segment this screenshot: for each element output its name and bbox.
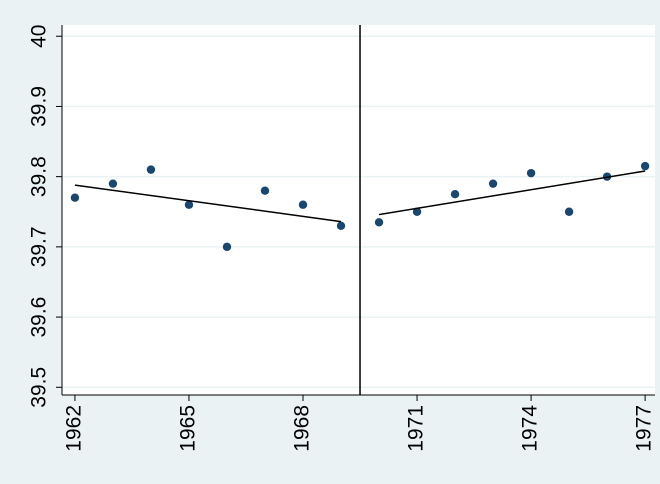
point bbox=[526, 168, 536, 178]
point bbox=[412, 207, 422, 216]
y-tick-label: 39.6 bbox=[28, 297, 51, 338]
point bbox=[336, 221, 346, 230]
point bbox=[70, 193, 80, 202]
y-tick-label: 39.9 bbox=[28, 86, 51, 127]
point bbox=[260, 186, 270, 195]
point bbox=[488, 179, 498, 188]
point bbox=[450, 190, 460, 199]
point bbox=[564, 207, 574, 216]
point bbox=[298, 200, 308, 209]
y-tick-label: 39.5 bbox=[28, 367, 51, 408]
point bbox=[108, 179, 118, 188]
x-tick-label: 1962 bbox=[62, 405, 85, 452]
fit-line bbox=[74, 184, 342, 223]
x-tick-label: 1968 bbox=[291, 405, 314, 452]
x-tick-label: 1965 bbox=[177, 405, 200, 452]
plot-area bbox=[62, 25, 655, 395]
point bbox=[640, 161, 650, 171]
y-tick-label: 39.7 bbox=[28, 226, 51, 267]
point bbox=[222, 242, 232, 252]
point bbox=[146, 165, 156, 174]
fit-line bbox=[378, 170, 646, 216]
y-tick-label: 40 bbox=[28, 25, 51, 48]
x-tick-label: 1977 bbox=[633, 405, 656, 452]
y-tick-label: 39.8 bbox=[28, 156, 51, 197]
x-tick-label: 1974 bbox=[519, 405, 542, 452]
point bbox=[374, 218, 384, 227]
point bbox=[184, 200, 194, 209]
x-tick-label: 1971 bbox=[405, 405, 428, 452]
